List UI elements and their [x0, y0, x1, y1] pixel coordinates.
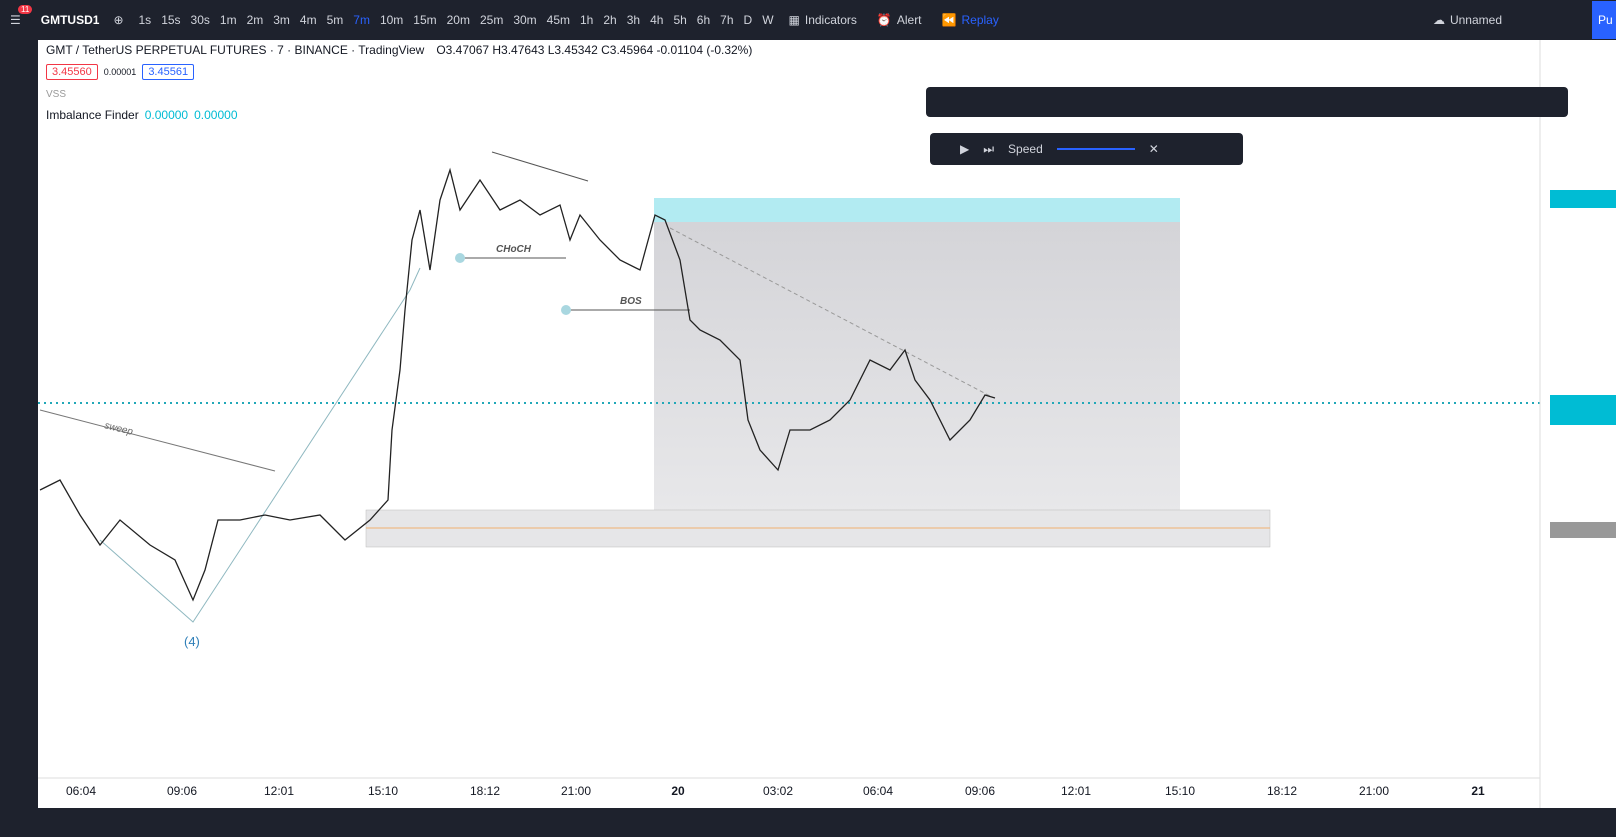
interval[interactable]: 2m [246, 13, 264, 27]
interval[interactable]: 7m [353, 13, 370, 27]
time-label: 03:02 [763, 784, 793, 798]
time-label: 09:06 [965, 784, 995, 798]
badge: 11 [18, 5, 33, 14]
step[interactable]: ⏭ [983, 141, 995, 156]
time-label: 12:01 [264, 784, 294, 798]
time-label: 06:04 [863, 784, 893, 798]
time-label: 21 [1471, 784, 1485, 798]
time-label: 18:12 [1267, 784, 1297, 798]
indicator: Imbalance Finder 0.00000 0.00000 [46, 108, 238, 122]
interval[interactable]: 3h [626, 13, 641, 27]
spread: 0.00001 [103, 67, 137, 77]
speed-label: Speed [1008, 142, 1043, 156]
interval[interactable]: 30s [190, 13, 210, 27]
time-label: 15:10 [1165, 784, 1195, 798]
time-label: 15:10 [368, 784, 398, 798]
interval[interactable]: 7h [720, 13, 734, 27]
speed-slider[interactable] [1056, 148, 1135, 150]
time-label: 18:12 [470, 784, 500, 798]
indicator-value: 0.00000 [144, 108, 189, 122]
interval[interactable]: 30m [513, 13, 537, 27]
symbol[interactable]: GMTUSD1 [40, 13, 100, 27]
top-toolbar: ☰ 11 GMTUSD1 ⊕ 1s 15s 30s 1m 2m 3m 4m 5m 7m 10m 15m… [0, 0, 1616, 40]
alert[interactable]: ⏰ Alert [876, 13, 922, 27]
label: Indicators [804, 13, 857, 27]
ohlc: O3.47067 H3.47643 L3.45342 C3.45964 -0.0… [436, 43, 753, 57]
time-label: 21:00 [1359, 784, 1389, 798]
left-toolbar [0, 40, 38, 837]
annotation: BOS [620, 296, 642, 307]
interval[interactable]: 10m [379, 13, 404, 27]
time-label: 06:04 [66, 784, 96, 798]
interval[interactable]: 4m [299, 13, 317, 27]
close[interactable]: ✕ [1148, 142, 1159, 156]
time-label: 09:06 [167, 784, 197, 798]
time-label: 20 [671, 784, 685, 798]
drawing-toolbar [926, 87, 1568, 117]
menu[interactable]: ☰ 11 [10, 5, 33, 27]
interval[interactable]: 15s [161, 13, 181, 27]
interval[interactable]: 3m [273, 13, 290, 27]
vss: VSS [46, 89, 67, 100]
annotation: (4) [184, 634, 200, 649]
quote: 3.45560 0.00001 3.45561 [46, 64, 195, 80]
intervals: 1s 15s 30s 1m 2m 3m 4m 5m 7m 10m 15m 20m 25m 30m 45m 1h… [134, 13, 779, 27]
interval[interactable]: 1m [219, 13, 237, 27]
interval[interactable]: 2h [603, 13, 617, 27]
play[interactable]: ▶ [960, 142, 970, 156]
interval[interactable]: 4h [650, 13, 664, 27]
interval[interactable]: 45m [546, 13, 570, 27]
indicators[interactable]: ▦ Indicators [788, 13, 857, 27]
add-symbol[interactable]: ⊕ [113, 13, 124, 27]
ask[interactable]: 3.45561 [142, 64, 195, 80]
label: Replay [961, 13, 999, 27]
indicator-value: 0.00000 [194, 108, 238, 122]
title: GMT / TetherUS PERPETUAL FUTURES · 7 · B… [46, 43, 425, 57]
annotation: CHoCH [496, 244, 532, 255]
interval[interactable]: 5m [326, 13, 344, 27]
bid[interactable]: 3.45560 [46, 64, 98, 80]
time-label: 12:01 [1061, 784, 1091, 798]
interval[interactable]: 1h [580, 13, 594, 27]
legend: GMT / TetherUS PERPETUAL FUTURES · 7 · B… [46, 43, 752, 57]
interval[interactable]: 25m [479, 13, 504, 27]
time-label: 21:00 [561, 784, 591, 798]
interval[interactable]: 15m [413, 13, 437, 27]
label: Unnamed [1449, 13, 1502, 27]
interval[interactable]: 6h [696, 13, 711, 27]
interval[interactable]: 20m [446, 13, 470, 27]
interval[interactable]: 5h [673, 13, 687, 27]
publish[interactable]: Pu [1592, 1, 1616, 39]
label: Alert [896, 13, 922, 27]
replay-bar: ▶ ⏭ Speed ✕ [930, 133, 1243, 165]
interval[interactable]: 1s [138, 13, 152, 27]
interval[interactable]: W [762, 13, 774, 27]
replay[interactable]: ⏪ Replay [941, 13, 999, 27]
interval[interactable]: D [743, 13, 753, 27]
bottom-bar [38, 808, 1616, 837]
layout[interactable]: ☁ Unnamed [1432, 13, 1502, 27]
indicator-name: Imbalance Finder [46, 108, 139, 122]
